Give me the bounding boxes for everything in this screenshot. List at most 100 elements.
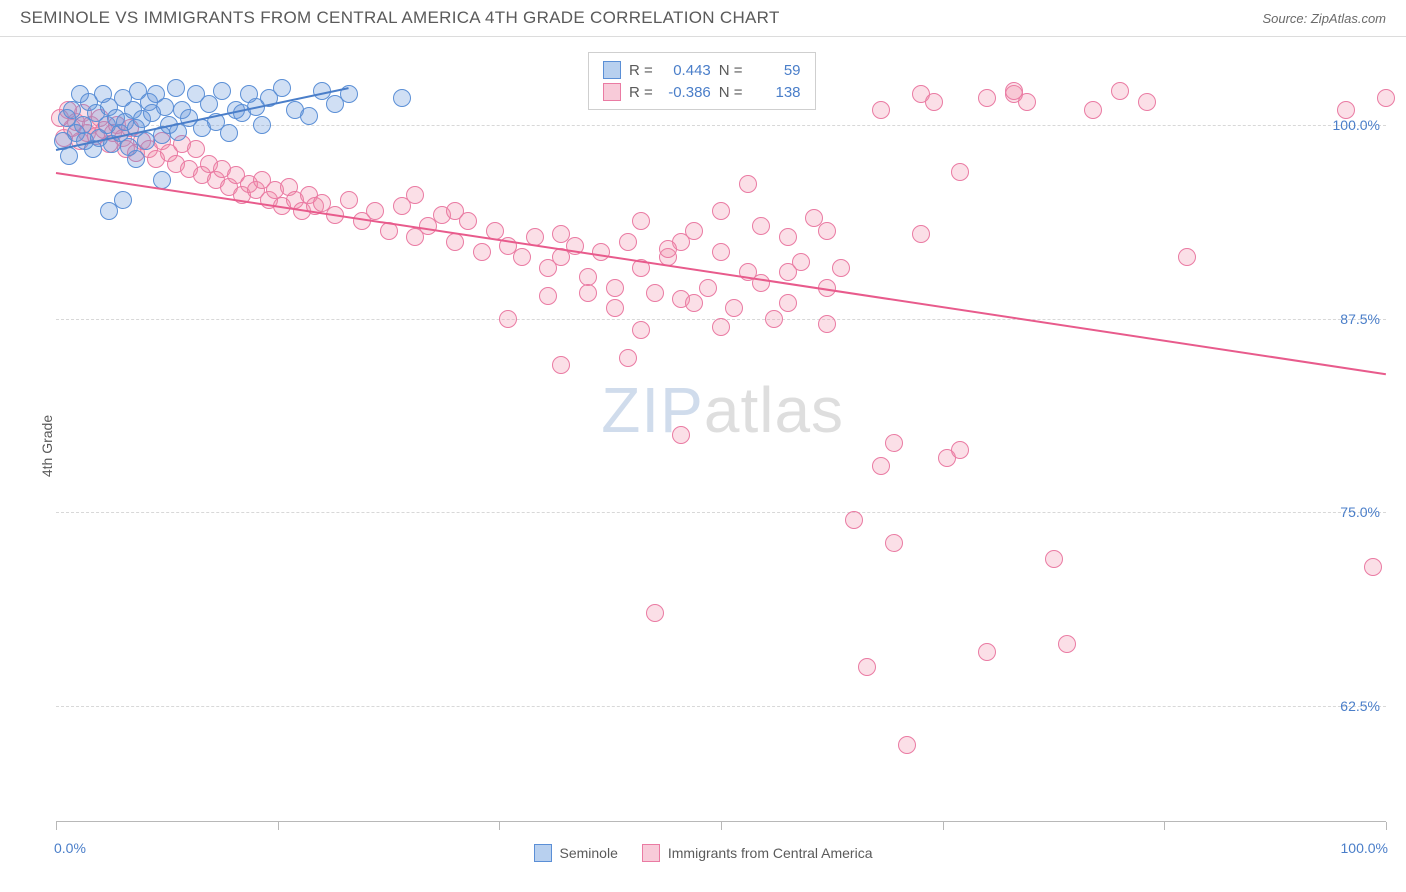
scatter-point-pink (752, 217, 770, 235)
legend-item-seminole: Seminole (534, 844, 618, 862)
xtick (56, 822, 57, 830)
stats-row-seminole: R = 0.443 N = 59 (603, 59, 801, 81)
chart-title: SEMINOLE VS IMMIGRANTS FROM CENTRAL AMER… (20, 8, 780, 28)
scatter-point-pink (885, 534, 903, 552)
scatter-point-pink (632, 212, 650, 230)
scatter-point-pink (792, 253, 810, 271)
bottom-legend: Seminole Immigrants from Central America (0, 844, 1406, 862)
scatter-point-blue (253, 116, 271, 134)
y-axis-label: 4th Grade (39, 415, 55, 477)
scatter-point-pink (632, 321, 650, 339)
scatter-point-pink (579, 284, 597, 302)
scatter-point-pink (699, 279, 717, 297)
watermark-atlas: atlas (704, 374, 844, 446)
scatter-point-pink (340, 191, 358, 209)
scatter-point-pink (872, 457, 890, 475)
xtick (1386, 822, 1387, 830)
scatter-point-blue (393, 89, 411, 107)
r-label: R = (629, 62, 653, 79)
scatter-point-pink (539, 287, 557, 305)
scatter-point-pink (898, 736, 916, 754)
scatter-point-pink (1111, 82, 1129, 100)
ytick-label: 62.5% (1340, 698, 1380, 714)
xtick (721, 822, 722, 830)
scatter-point-pink (659, 240, 677, 258)
scatter-point-blue (153, 171, 171, 189)
scatter-point-pink (646, 604, 664, 622)
scatter-point-pink (366, 202, 384, 220)
scatter-point-pink (187, 140, 205, 158)
swatch-blue-icon (534, 844, 552, 862)
source-label: Source: ZipAtlas.com (1262, 11, 1386, 26)
swatch-pink-icon (603, 83, 621, 101)
gridline (56, 706, 1386, 707)
scatter-point-blue (114, 191, 132, 209)
scatter-point-pink (446, 202, 464, 220)
scatter-point-blue (167, 79, 185, 97)
scatter-point-pink (832, 259, 850, 277)
scatter-point-pink (619, 349, 637, 367)
legend-item-immigrants: Immigrants from Central America (642, 844, 873, 862)
scatter-point-pink (513, 248, 531, 266)
scatter-point-pink (552, 225, 570, 243)
scatter-point-pink (845, 511, 863, 529)
scatter-point-pink (1364, 558, 1382, 576)
scatter-point-pink (858, 658, 876, 676)
scatter-point-pink (1058, 635, 1076, 653)
scatter-point-pink (912, 225, 930, 243)
gridline (56, 512, 1386, 513)
n-value-pink: 138 (751, 84, 801, 101)
scatter-point-pink (925, 93, 943, 111)
ytick-label: 87.5% (1340, 311, 1380, 327)
scatter-point-blue (300, 107, 318, 125)
scatter-point-pink (765, 310, 783, 328)
scatter-point-pink (606, 299, 624, 317)
scatter-point-pink (1084, 101, 1102, 119)
scatter-point-pink (406, 186, 424, 204)
correlation-stats-box: R = 0.443 N = 59 R = -0.386 N = 138 (588, 52, 816, 110)
scatter-point-pink (779, 228, 797, 246)
scatter-point-pink (619, 233, 637, 251)
scatter-point-pink (885, 434, 903, 452)
scatter-point-pink (646, 284, 664, 302)
scatter-point-pink (1045, 550, 1063, 568)
scatter-point-blue (156, 98, 174, 116)
xtick (499, 822, 500, 830)
scatter-point-blue (220, 124, 238, 142)
legend-label-seminole: Seminole (560, 845, 618, 861)
scatter-point-pink (725, 299, 743, 317)
scatter-point-blue (273, 79, 291, 97)
scatter-point-pink (606, 279, 624, 297)
xtick (943, 822, 944, 830)
chart-plot-area: ZIPatlas R = 0.443 N = 59 R = -0.386 N =… (56, 48, 1386, 822)
r-label: R = (629, 84, 653, 101)
xtick (278, 822, 279, 830)
scatter-point-pink (1178, 248, 1196, 266)
scatter-point-blue (60, 147, 78, 165)
scatter-point-pink (1138, 93, 1156, 111)
n-label: N = (719, 62, 743, 79)
n-value-blue: 59 (751, 62, 801, 79)
scatter-point-pink (1337, 101, 1355, 119)
scatter-point-pink (951, 163, 969, 181)
scatter-point-pink (685, 294, 703, 312)
scatter-point-blue (213, 82, 231, 100)
scatter-point-pink (779, 294, 797, 312)
ytick-label: 75.0% (1340, 504, 1380, 520)
scatter-point-pink (712, 243, 730, 261)
r-value-pink: -0.386 (661, 84, 711, 101)
scatter-point-pink (818, 315, 836, 333)
swatch-pink-icon (642, 844, 660, 862)
scatter-point-pink (499, 310, 517, 328)
r-value-blue: 0.443 (661, 62, 711, 79)
scatter-point-pink (552, 356, 570, 374)
swatch-blue-icon (603, 61, 621, 79)
scatter-point-pink (1018, 93, 1036, 111)
legend-label-immigrants: Immigrants from Central America (668, 845, 873, 861)
scatter-point-pink (672, 426, 690, 444)
scatter-point-pink (739, 175, 757, 193)
watermark: ZIPatlas (601, 373, 844, 447)
n-label: N = (719, 84, 743, 101)
scatter-point-pink (712, 318, 730, 336)
stats-row-immigrants: R = -0.386 N = 138 (603, 81, 801, 103)
